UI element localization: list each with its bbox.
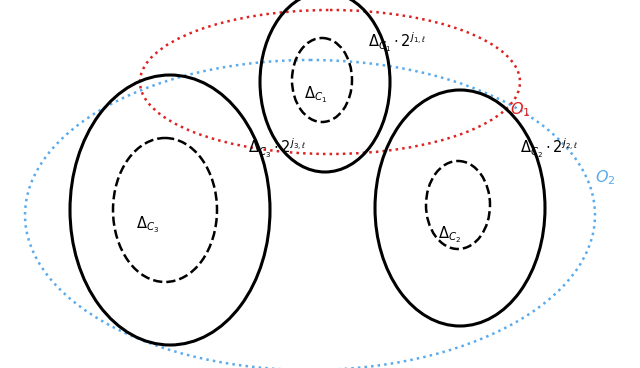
- Text: $\Delta_{C_3} \cdot 2^{j_{3,\ell}}$: $\Delta_{C_3} \cdot 2^{j_{3,\ell}}$: [248, 137, 306, 160]
- Text: $\Delta_{C_1}$: $\Delta_{C_1}$: [305, 85, 328, 105]
- Text: $O_2$: $O_2$: [595, 169, 616, 187]
- Text: $\Delta_{C_2} \cdot 2^{j_{2,\ell}}$: $\Delta_{C_2} \cdot 2^{j_{2,\ell}}$: [520, 137, 578, 160]
- Text: $\Delta_{C_3}$: $\Delta_{C_3}$: [136, 215, 159, 235]
- Text: $O_1$: $O_1$: [510, 101, 531, 119]
- Text: $\Delta_{C_2}$: $\Delta_{C_2}$: [438, 225, 461, 245]
- Text: $\Delta_{C_1} \cdot 2^{j_{1,\ell}}$: $\Delta_{C_1} \cdot 2^{j_{1,\ell}}$: [368, 30, 426, 54]
